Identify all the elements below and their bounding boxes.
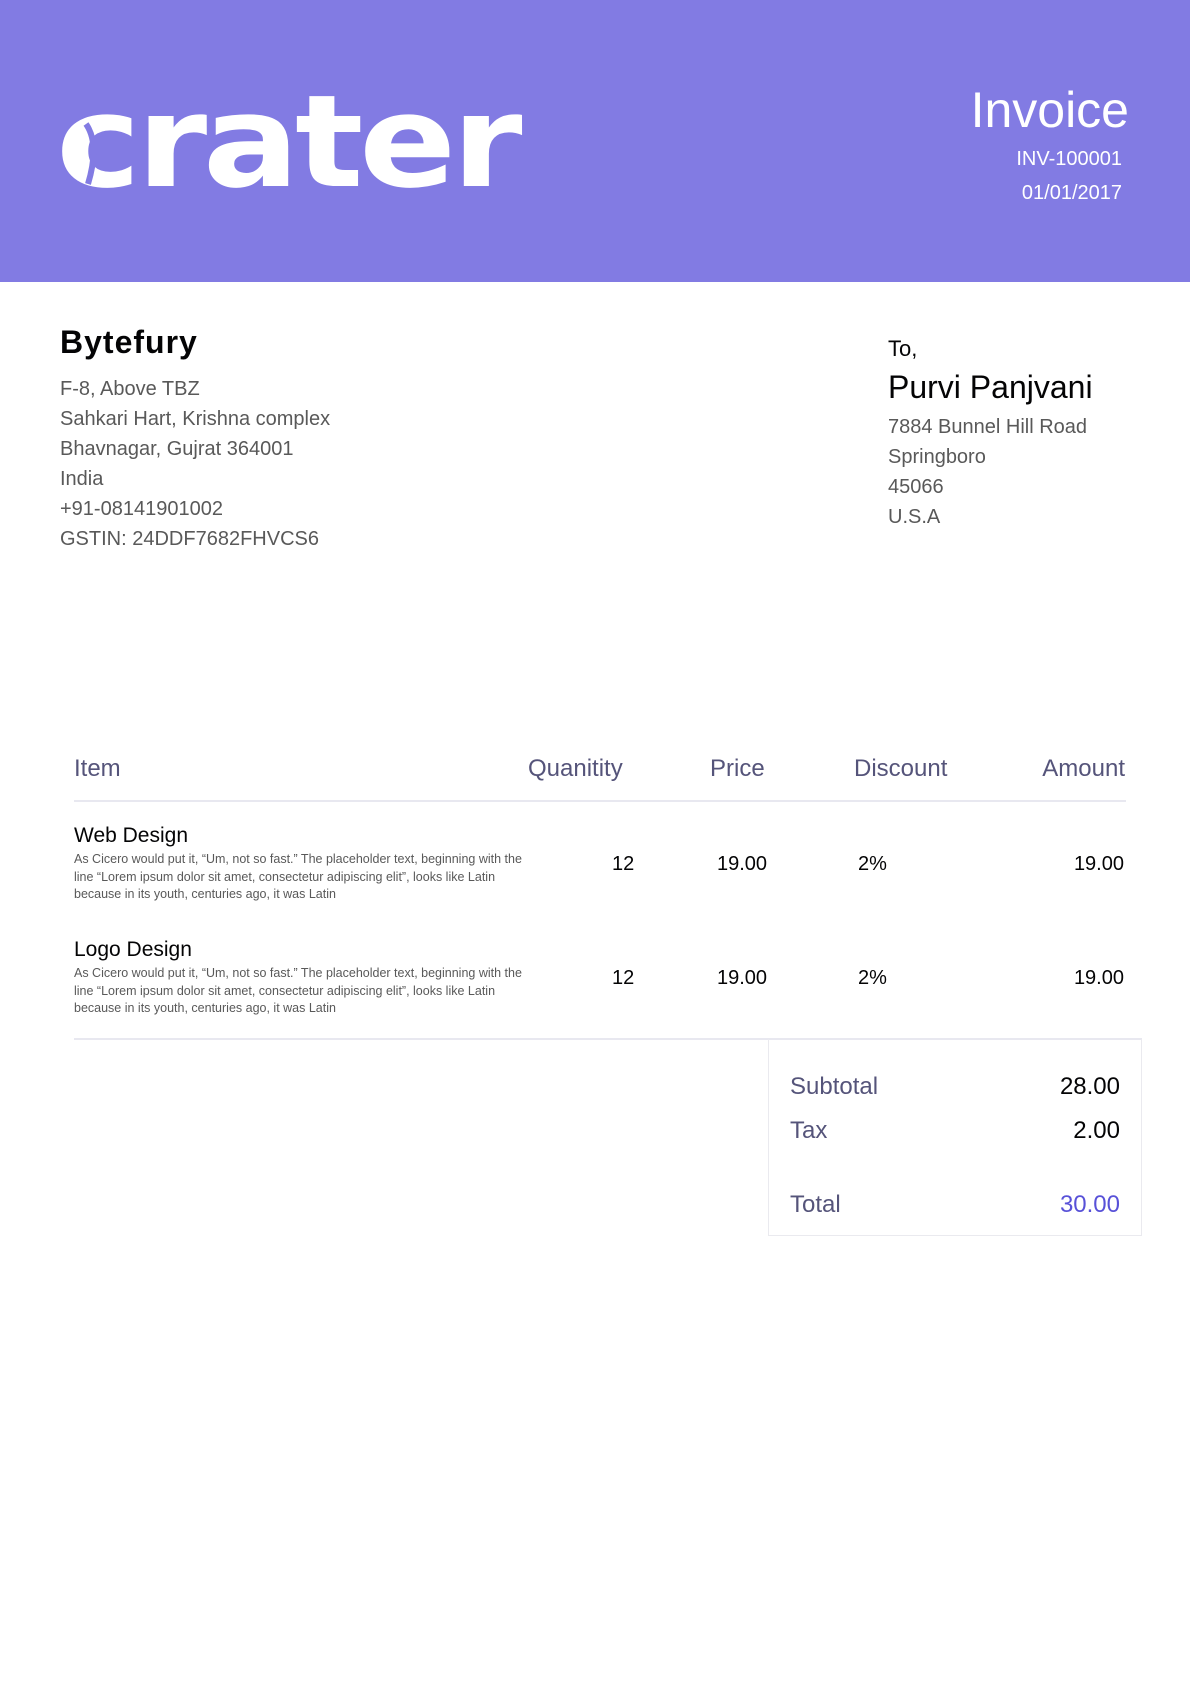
- customer-address-line: 7884 Bunnel Hill Road: [888, 416, 1088, 438]
- item-amount: 19.00: [1073, 967, 1124, 989]
- crater-logo: crater: [56, 84, 526, 196]
- column-header-quantity: Quanitity: [528, 755, 623, 782]
- invoice-header: crater Invoice INV-100001 01/01/2017: [0, 0, 1190, 282]
- item-discount: 2%: [858, 853, 887, 875]
- item-name: Logo Design: [74, 938, 192, 961]
- totals-box: [768, 1039, 1142, 1236]
- total-label: Total: [790, 1191, 841, 1218]
- item-discount: 2%: [858, 967, 887, 989]
- item-description: As Cicero would put it, “Um, not so fast…: [74, 852, 522, 901]
- item-name: Web Design: [74, 824, 189, 847]
- customer-country: U.S.A: [888, 506, 941, 528]
- column-header-item: Item: [74, 755, 121, 782]
- invoice-number: INV-100001: [1016, 148, 1122, 170]
- company-country: India: [60, 468, 104, 490]
- column-header-discount: Discount: [854, 755, 948, 782]
- subtotal-label: Subtotal: [790, 1073, 879, 1100]
- company-gstin: GSTIN: 24DDF7682FHVCS6: [60, 528, 319, 550]
- tax-value: 2.00: [1073, 1117, 1120, 1144]
- company-name: Bytefury: [60, 324, 198, 360]
- item-price: 19.00: [717, 967, 768, 989]
- item-price: 19.00: [717, 853, 768, 875]
- item-amount: 19.00: [1073, 853, 1124, 875]
- item-description: As Cicero would put it, “Um, not so fast…: [74, 966, 522, 1015]
- company-address-line: Bhavnagar, Gujrat 364001: [60, 438, 294, 460]
- company-address-line: F-8, Above TBZ: [60, 378, 200, 400]
- company-address-line: Sahkari Hart, Krishna complex: [60, 408, 331, 430]
- customer-zip: 45066: [888, 476, 944, 498]
- item-quantity: 12: [612, 853, 635, 875]
- customer-name: Purvi Panjvani: [888, 369, 1093, 405]
- subtotal-value: 28.00: [1059, 1073, 1120, 1100]
- column-header-amount: Amount: [1042, 755, 1125, 782]
- item-quantity: 12: [612, 967, 635, 989]
- total-value: 30.00: [1059, 1191, 1120, 1218]
- column-header-price: Price: [710, 755, 765, 782]
- company-phone: +91-08141901002: [60, 498, 223, 520]
- svg-text:crater: crater: [56, 84, 522, 196]
- tax-label: Tax: [790, 1117, 828, 1144]
- invoice-title: Invoice: [970, 82, 1129, 138]
- table-bottom-divider: [74, 1038, 1142, 1040]
- to-label: To,: [888, 336, 918, 361]
- header-divider: [74, 800, 1126, 802]
- invoice-date: 01/01/2017: [1021, 182, 1122, 204]
- customer-address-line: Springboro: [888, 446, 986, 468]
